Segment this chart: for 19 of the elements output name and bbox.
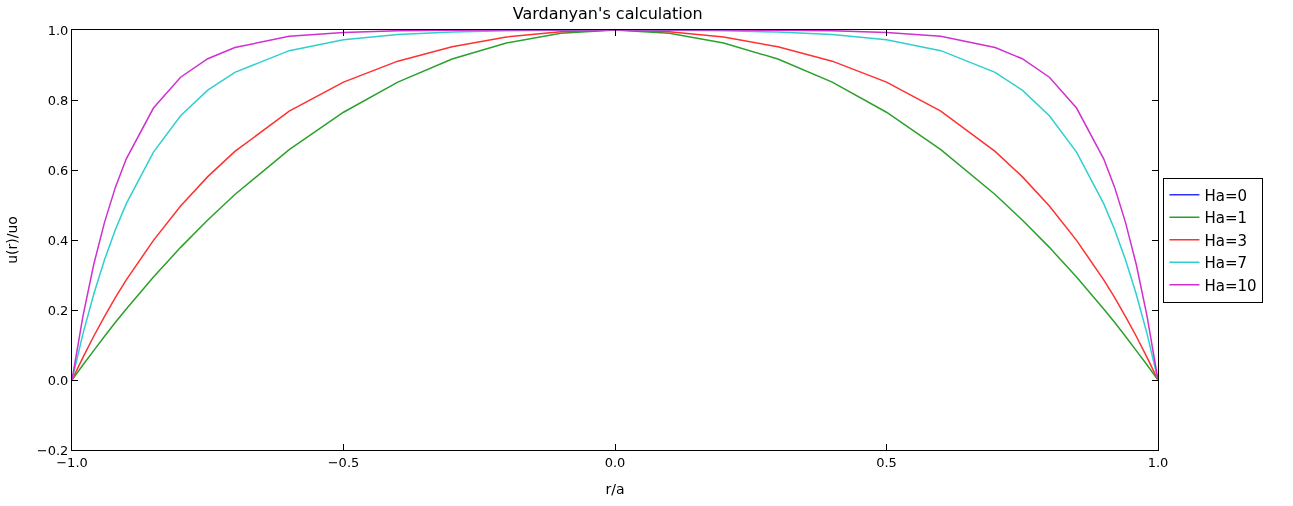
legend-label: Ha=7 [1204, 254, 1248, 273]
x-tick-label: 0.0 [604, 454, 626, 470]
legend-label: Ha=0 [1204, 186, 1248, 205]
chart-title: Vardanyan's calculation [512, 3, 703, 23]
y-tick-label: 0.8 [47, 92, 69, 108]
y-tick-label: 1.0 [47, 22, 69, 38]
y-tick-label: 0.6 [47, 162, 69, 178]
x-axis-title: r/a [605, 480, 625, 497]
y-axis-title: u(r)/uo [4, 216, 21, 264]
legend-label: Ha=10 [1204, 276, 1257, 295]
x-tick-label: 1.0 [1147, 454, 1169, 470]
legend-label: Ha=1 [1204, 209, 1248, 228]
line-series [72, 30, 1158, 381]
y-tick-label: 0.0 [47, 372, 69, 388]
x-tick-label: −0.5 [327, 454, 360, 470]
y-tick-label: 0.2 [47, 302, 69, 318]
y-tick-label: 0.4 [47, 232, 69, 248]
legend-label: Ha=3 [1204, 231, 1248, 250]
x-tick-label: 0.5 [876, 454, 897, 470]
